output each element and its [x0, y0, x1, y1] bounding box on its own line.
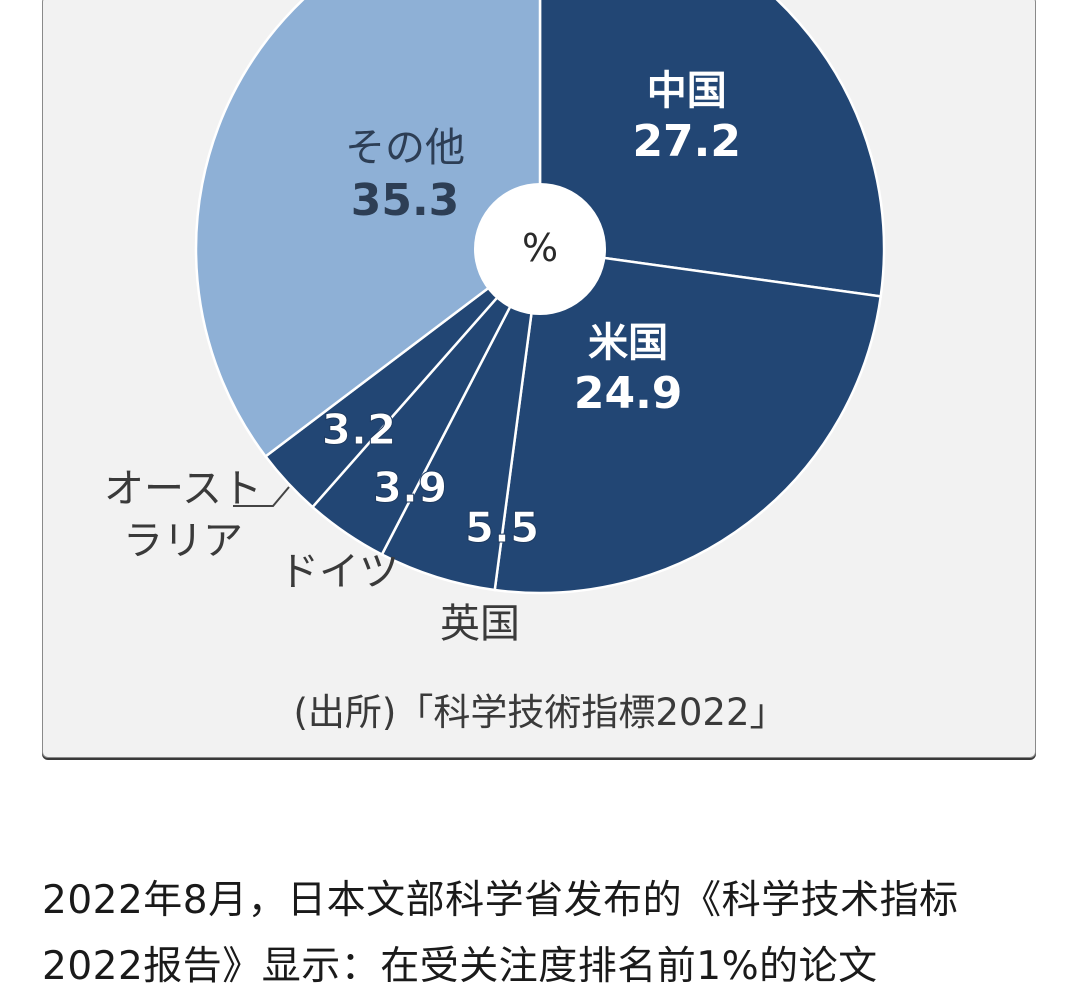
slice-name-label: ドイツ — [279, 549, 399, 595]
slice-name-label: 英国 — [440, 601, 520, 647]
pie-slice-2 — [493, 247, 883, 595]
slice-name-label: 米国 — [588, 320, 668, 366]
leader-lines — [233, 486, 290, 507]
slice-value-label: 3.2 — [322, 405, 396, 454]
pie-slice-1 — [538, 0, 886, 298]
pie-slice-6 — [194, 0, 542, 459]
slice-name-label: ラリア — [123, 518, 243, 564]
slice-name-label: その他 — [345, 125, 465, 171]
leader-line — [233, 486, 290, 507]
slice-value-label: 27.2 — [632, 116, 741, 167]
slice-name-label: オースト — [104, 466, 262, 512]
chart-figure: % 27.2 中国 24.9 米国 5.5 英国 3.9 ドイツ 3.2 オーストラリア 35.3 そ… — [42, 0, 1036, 758]
slice-value-label: 24.9 — [574, 368, 683, 419]
source-caption: (出所)「科学技術指標2022」 — [293, 691, 786, 734]
article-paragraph: 2022年8月，日本文部科学省发布的《科学技术指标2022报告》显示：在受关注度… — [42, 878, 959, 989]
pie-center-hole — [474, 183, 606, 315]
slice-value-label: 3.9 — [373, 463, 447, 512]
center-percent-label: % — [522, 226, 558, 270]
slice-name-label: 中国 — [647, 68, 727, 114]
slice-value-label: 5.5 — [465, 503, 539, 552]
slice-value-label: 35.3 — [351, 175, 460, 226]
pie-slices — [194, 0, 886, 595]
